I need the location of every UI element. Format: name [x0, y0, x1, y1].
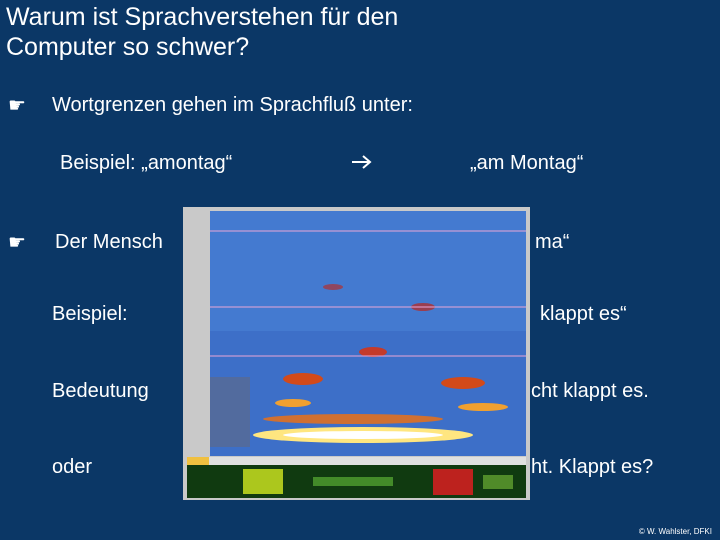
- footer: © W. Wahlster, DFKI: [638, 527, 712, 536]
- bullet-icon: ☛: [8, 93, 26, 117]
- line-left: Beispiel:: [52, 303, 128, 325]
- energy-blob: [283, 431, 443, 439]
- scale-swatch: [187, 457, 209, 465]
- energy-blob: [323, 284, 343, 290]
- energy-blob: [263, 414, 443, 424]
- slide-title: Warum ist Sprachverstehen für den Comput…: [6, 3, 399, 61]
- energy-blob: [275, 399, 311, 407]
- example-result: „am Montag“: [470, 152, 584, 174]
- spectrogram-band: [210, 377, 250, 447]
- example-text: Beispiel: „amontag“: [60, 152, 233, 174]
- bullet-text: Wortgrenzen gehen im Sprachfluß unter:: [52, 94, 413, 116]
- bullet-text-right: ma“: [535, 231, 570, 253]
- spectrogram-band: [210, 211, 526, 331]
- waveform-segment: [313, 477, 393, 486]
- arrow-head: [362, 155, 372, 169]
- bullet-icon: ☛: [8, 230, 26, 254]
- arrow-icon: [352, 155, 372, 169]
- line-right: cht klappt es.: [531, 380, 649, 402]
- bullet-text-left: Der Mensch: [55, 231, 163, 253]
- spectrogram-energy: [253, 284, 508, 443]
- line-right: ht. Klappt es?: [531, 456, 654, 478]
- scale-bar: [187, 457, 526, 465]
- line-left: oder: [52, 456, 93, 478]
- waveform-segment: [483, 475, 513, 489]
- waveform-segment: [243, 469, 283, 494]
- energy-blob: [283, 373, 323, 385]
- energy-blob: [458, 403, 508, 411]
- spectrogram-image: [183, 207, 530, 500]
- waveform-segment: [433, 469, 473, 495]
- line-left: Bedeutung: [52, 380, 149, 402]
- energy-blob: [441, 377, 485, 389]
- energy-blob: [359, 347, 387, 357]
- line-right: klappt es“: [540, 303, 627, 325]
